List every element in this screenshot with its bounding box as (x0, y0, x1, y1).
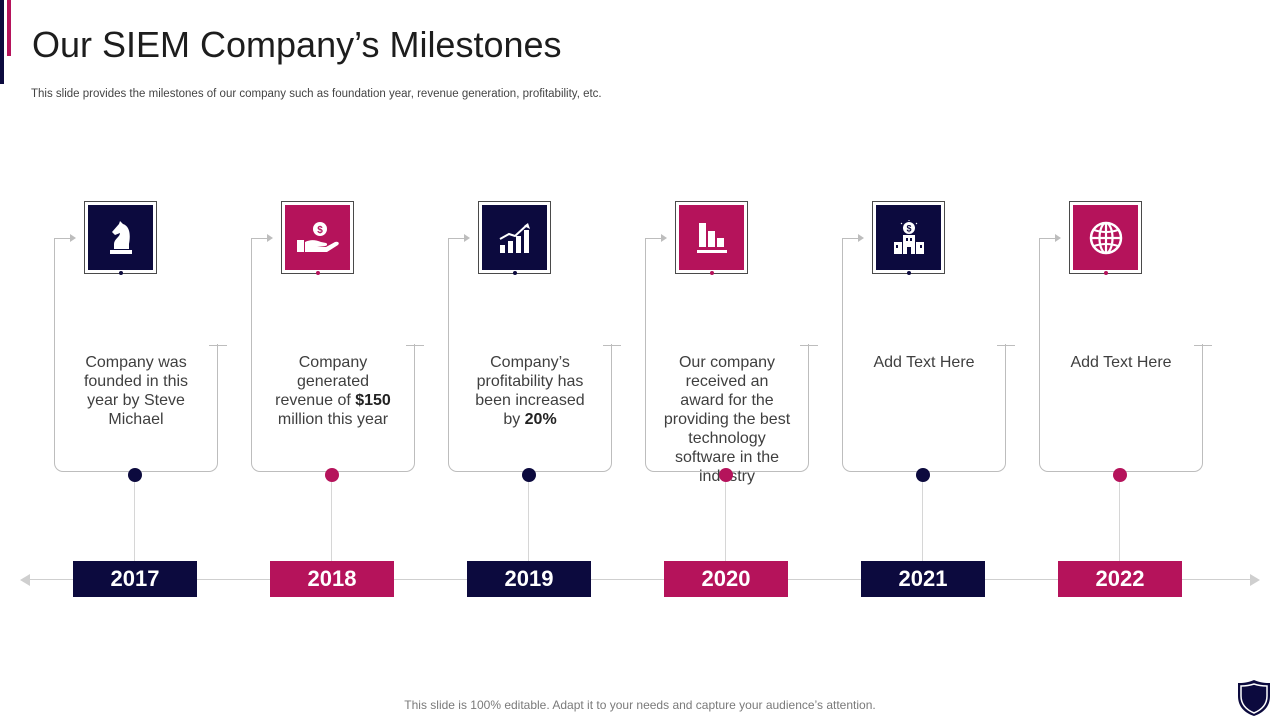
growth-chart-icon (499, 222, 530, 253)
milestone-description: Company’s profitability has been increas… (475, 354, 585, 428)
milestone-2020: Our company received an award for the pr… (637, 0, 818, 720)
icon-tile (88, 205, 153, 270)
year-badge: 2020 (664, 561, 788, 597)
accent-bar-pink (7, 0, 11, 56)
icon-tile: $ (285, 205, 350, 270)
connector-arrow-icon (464, 234, 470, 242)
connector-cap (209, 345, 227, 346)
icon-tile: $ (876, 205, 941, 270)
connector-line (646, 238, 662, 239)
milestone-2022: Add Text Here 2022 (1031, 0, 1212, 720)
shield-logo-icon (1238, 680, 1270, 716)
accent-bar-navy (0, 0, 4, 84)
timeline-node (128, 468, 142, 482)
hand-coin-icon: $ (296, 221, 339, 252)
year-badge: 2019 (467, 561, 591, 597)
bank-building-icon: $ (893, 219, 924, 254)
icon-frame: $ (281, 201, 354, 275)
icon-dot (1104, 271, 1108, 275)
slide-subtitle: This slide provides the milestones of ou… (31, 88, 602, 100)
icon-frame: $ (872, 201, 945, 275)
timeline-node (1113, 468, 1127, 482)
icon-frame (478, 201, 551, 275)
connector-cap (997, 345, 1015, 346)
chess-knight-icon (109, 220, 132, 254)
svg-text:$: $ (906, 223, 911, 233)
icon-frame (675, 201, 748, 275)
icon-dot (710, 271, 714, 275)
connector-cap (800, 345, 818, 346)
connector-arrow-icon (70, 234, 76, 242)
milestone-description: Company generated revenue of $150 millio… (275, 354, 391, 428)
year-badge: 2018 (270, 561, 394, 597)
timeline-stem (725, 482, 726, 561)
icon-dot (513, 271, 517, 275)
milestone-2018: $ Company generated revenue of $150 mill… (243, 0, 424, 720)
connector-cap (603, 345, 621, 346)
icon-tile (482, 205, 547, 270)
icon-dot (907, 271, 911, 275)
bar-chart-icon (696, 222, 727, 253)
timeline-node (522, 468, 536, 482)
timeline-arrow-left-icon (20, 574, 30, 586)
connector-arrow-icon (858, 234, 864, 242)
connector-line (449, 238, 465, 239)
year-badge: 2021 (861, 561, 985, 597)
milestone-2017: Company was founded in this year by Stev… (46, 0, 227, 720)
year-badge: 2022 (1058, 561, 1182, 597)
footer-note: This slide is 100% editable. Adapt it to… (404, 698, 876, 712)
timeline-stem (331, 482, 332, 561)
milestone-description: Add Text Here (1070, 354, 1172, 371)
connector-arrow-icon (1055, 234, 1061, 242)
connector-arrow-icon (267, 234, 273, 242)
timeline-node (719, 468, 733, 482)
milestone-description: Add Text Here (873, 354, 975, 371)
slide-title: Our SIEM Company’s Milestones (32, 24, 562, 65)
timeline-stem (1119, 482, 1120, 561)
connector-line (843, 238, 859, 239)
timeline-stem (528, 482, 529, 561)
icon-dot (119, 271, 123, 275)
connector-line (55, 238, 71, 239)
timeline-axis (26, 579, 1254, 580)
connector-arrow-icon (661, 234, 667, 242)
icon-frame (1069, 201, 1142, 275)
icon-dot (316, 271, 320, 275)
svg-text:$: $ (317, 225, 323, 236)
milestone-description: Our company received an award for the pr… (663, 354, 791, 485)
timeline-stem (134, 482, 135, 561)
connector-line (252, 238, 268, 239)
timeline-stem (922, 482, 923, 561)
timeline-arrow-right-icon (1250, 574, 1260, 586)
icon-frame (84, 201, 157, 275)
timeline-node (325, 468, 339, 482)
globe-icon (1089, 221, 1122, 254)
icon-tile (679, 205, 744, 270)
timeline-node (916, 468, 930, 482)
connector-line (1040, 238, 1056, 239)
connector-cap (1194, 345, 1212, 346)
milestone-description: Company was founded in this year by Stev… (83, 354, 189, 428)
milestone-2021: $ Add Text Here 2021 (834, 0, 1015, 720)
icon-tile (1073, 205, 1138, 270)
year-badge: 2017 (73, 561, 197, 597)
connector-cap (406, 345, 424, 346)
milestone-2019: Company’s profitability has been increas… (440, 0, 621, 720)
